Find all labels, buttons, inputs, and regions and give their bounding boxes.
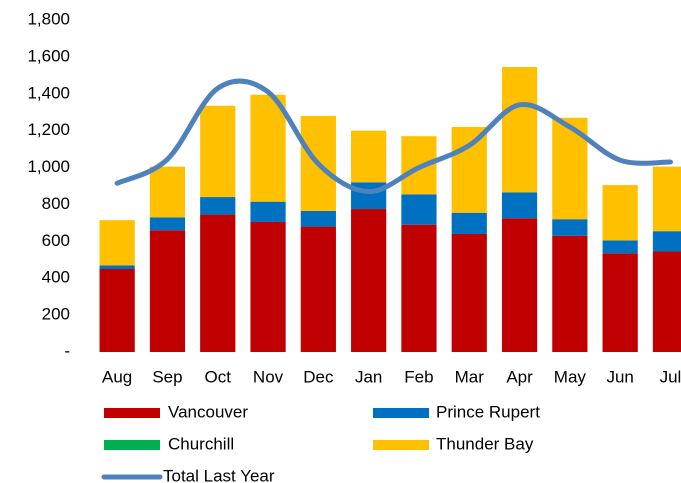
- line: [114, 78, 673, 195]
- bar-segment: [99, 269, 135, 352]
- bar-segment: [200, 197, 236, 215]
- bar-segment: [149, 230, 186, 352]
- bar-segment: [99, 220, 135, 266]
- x-tick-label: Aug: [102, 367, 132, 386]
- bar-segment: [652, 231, 681, 252]
- x-tick-label: Jul: [660, 367, 681, 386]
- bar-segment: [552, 219, 588, 236]
- bar-segment: [602, 240, 638, 254]
- x-tick-label: Oct: [205, 367, 232, 386]
- bar-segment: [652, 251, 681, 352]
- y-tick-label: -: [64, 341, 70, 360]
- y-tick-label: 400: [42, 268, 70, 287]
- legend-label: Total Last Year: [163, 466, 275, 483]
- x-tick-label: May: [554, 367, 587, 386]
- x-tick-label: Dec: [303, 367, 334, 386]
- bar-segment: [300, 210, 336, 227]
- legend-label: Churchill: [168, 434, 234, 453]
- bar-segment: [451, 126, 487, 213]
- bar-segment: [451, 212, 487, 234]
- bar-segment: [351, 182, 387, 210]
- x-tick-label: Nov: [253, 367, 284, 386]
- legend-label: Prince Rupert: [436, 402, 540, 421]
- x-tick-label: Mar: [455, 367, 485, 386]
- bar-segment: [401, 224, 437, 352]
- legend-swatch: [104, 408, 160, 418]
- y-tick-label: 1,800: [27, 9, 70, 28]
- bar-segment: [552, 235, 588, 352]
- bar-segment: [99, 265, 135, 269]
- bar-segment: [149, 166, 186, 218]
- bar-segment: [501, 218, 538, 352]
- legend-label: Vancouver: [168, 402, 248, 421]
- bar-segment: [602, 253, 638, 352]
- y-tick-label: 1,000: [27, 157, 70, 176]
- bar-segment: [351, 209, 387, 352]
- bar-segment: [652, 166, 681, 232]
- y-tick-label: 200: [42, 305, 70, 324]
- bar-segment: [300, 226, 336, 352]
- y-tick-label: 1,200: [27, 120, 70, 139]
- bar-segment: [501, 67, 538, 193]
- x-tick-label: Sep: [152, 367, 182, 386]
- y-tick-label: 1,600: [27, 46, 70, 65]
- y-tick-label: 600: [42, 231, 70, 250]
- bar-segment: [200, 105, 236, 198]
- x-tick-label: Jan: [355, 367, 382, 386]
- bar-segment: [351, 130, 387, 183]
- legend-swatch: [373, 440, 429, 450]
- legend-swatch: [104, 440, 160, 450]
- bar-segment: [250, 201, 286, 222]
- bar-segment: [451, 233, 487, 352]
- x-tick-label: Jun: [606, 367, 633, 386]
- x-tick-label: Apr: [506, 367, 533, 386]
- bar-segment: [602, 185, 638, 241]
- y-tick-label: 1,400: [27, 83, 70, 102]
- bar-segment: [401, 194, 437, 225]
- x-tick-label: Feb: [404, 367, 433, 386]
- bar-segment: [250, 221, 286, 352]
- legend-swatch: [373, 408, 429, 418]
- legend-label: Thunder Bay: [436, 434, 534, 453]
- y-tick-label: 800: [42, 194, 70, 213]
- bar-segment: [250, 94, 286, 202]
- bar-segment: [149, 217, 186, 231]
- bar-segment: [200, 214, 236, 352]
- bar-segment: [501, 192, 538, 219]
